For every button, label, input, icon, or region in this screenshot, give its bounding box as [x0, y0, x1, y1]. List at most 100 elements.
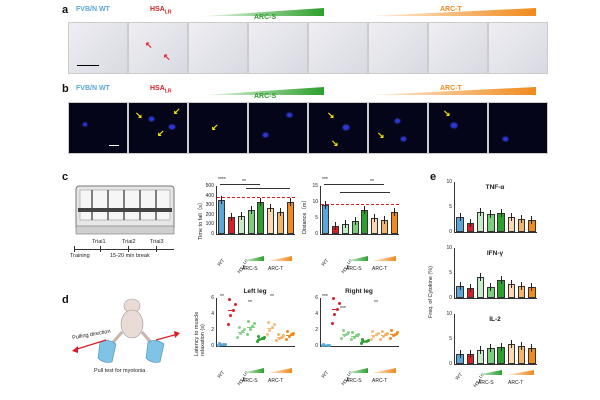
- error-bar: [240, 211, 242, 220]
- y-tick-label: 10: [446, 311, 452, 317]
- y-tick-label: 10: [312, 199, 318, 205]
- fluo-tile-wt: [68, 102, 128, 154]
- scatter-point: [381, 334, 385, 338]
- scatter-point: [221, 342, 225, 346]
- error-bar: [231, 213, 233, 222]
- header-hsa: HSALR: [150, 6, 172, 16]
- y-tick-label: 0: [449, 361, 452, 367]
- x-label-arct: ARC-T: [372, 378, 388, 384]
- error-bar: [250, 206, 252, 214]
- error-bar: [270, 204, 272, 213]
- x-label-arct: ARC-T: [268, 266, 284, 272]
- ifn-title: IFN-γ: [486, 250, 504, 257]
- histo-tile-arcs-1: [188, 22, 248, 74]
- header-arcs-b: ARC-S: [254, 93, 277, 100]
- scatter-point: [355, 334, 359, 338]
- scatter-point: [251, 325, 255, 329]
- scatter-point: [370, 329, 374, 333]
- training-label: Training: [70, 253, 90, 259]
- error-bar: [490, 283, 492, 291]
- scatter-point: [255, 340, 259, 344]
- error-bar: [531, 215, 533, 224]
- bar-arc-s-3: [257, 202, 265, 234]
- y-tick-label: 5: [449, 204, 452, 210]
- scatter-point: [227, 297, 231, 301]
- error-bar: [480, 346, 482, 354]
- break-label: 15-20 min break: [110, 253, 150, 259]
- error-bar: [364, 206, 366, 214]
- scatter-point: [352, 335, 356, 339]
- sig-marker: ***: [322, 177, 328, 183]
- scatter-point: [366, 338, 370, 342]
- scatter-point: [340, 337, 344, 341]
- plot-area: 0 5 10: [446, 245, 537, 301]
- chart-ifn: IFN-γ 0 5 10: [440, 245, 537, 302]
- plot-area: 0 5 10: [446, 311, 537, 367]
- error-bar: [521, 282, 523, 290]
- scatter-point: [258, 338, 262, 342]
- scatter-point: [247, 319, 251, 323]
- bar-wt: [218, 200, 226, 234]
- x-label-wt: WT: [320, 370, 331, 380]
- arcs-gradient-wedge-b: [204, 83, 324, 95]
- histo-tile-arct-3: [488, 22, 548, 74]
- error-bar: [393, 207, 395, 216]
- y-tick-label: 200: [205, 211, 214, 218]
- wt-reference-line: [321, 204, 399, 205]
- arct-gradient-wedge-b: [370, 83, 536, 95]
- rotarod-apparatus-illustration: [70, 180, 180, 240]
- scatter-point: [369, 337, 373, 341]
- scatter-point: [275, 339, 279, 343]
- error-bar: [490, 210, 492, 218]
- error-bar: [500, 343, 502, 351]
- arcs-gradient-wedge: [204, 4, 324, 16]
- scatter-point: [223, 342, 227, 346]
- chart-left-leg-xlabels: WT HSALR ARC-S ARC-T: [196, 364, 296, 394]
- y-tick-label: 10: [446, 179, 452, 185]
- scatter-point: [390, 328, 394, 332]
- x-label-arcs: ARC-S: [346, 266, 362, 272]
- error-bar: [459, 350, 461, 358]
- y-tick-label: 15: [312, 183, 318, 189]
- fluo-tile-arct-3: [488, 102, 548, 154]
- y-tick-label: 6: [315, 295, 318, 301]
- sig-marker: ***: [322, 294, 328, 300]
- error-bar: [500, 209, 502, 217]
- bar-arc-t-3: [286, 202, 294, 234]
- error-bar: [521, 342, 523, 350]
- chart-il2: IL-2 0 5 10: [440, 311, 537, 368]
- scatter-point: [394, 332, 398, 336]
- error-bar: [354, 217, 356, 226]
- sig-marker: ****: [218, 177, 226, 183]
- sig-marker: **: [374, 300, 378, 306]
- header-arct-a: ARC-T: [440, 6, 462, 13]
- plot-area: 0 2 4 6: [211, 295, 296, 349]
- scatter-point: [265, 333, 269, 337]
- left-leg-title: Left leg: [243, 288, 267, 295]
- panel-label-b: b: [62, 83, 69, 95]
- yellow-arrow-icon: ↘: [331, 138, 339, 148]
- scatter-point: [243, 327, 247, 331]
- x-label-arcs: ARC-S: [478, 380, 494, 386]
- chart-right-leg-xlabels: WT HSALR ARC-S ARC-T: [300, 364, 400, 394]
- sig-marker: **: [248, 300, 252, 306]
- yellow-arrow-icon: ↙: [157, 128, 165, 138]
- scatter-point: [233, 303, 237, 307]
- y-tick-label: 0: [211, 343, 214, 349]
- arct-gradient-wedge: [370, 4, 536, 16]
- error-bar: [260, 198, 262, 207]
- scatter-point: [364, 339, 368, 343]
- fluo-tile-arcs-2: [248, 102, 308, 154]
- error-bar: [480, 273, 482, 281]
- error-bar: [490, 343, 492, 352]
- header-wt-b: FVB/N WT: [76, 85, 110, 92]
- error-bar: [531, 282, 533, 291]
- tnf-title: TNF-α: [485, 184, 505, 191]
- scatter-point: [238, 332, 242, 336]
- scatter-point: [323, 343, 327, 347]
- scatter-point: [237, 325, 241, 329]
- yellow-arrow-icon: ↘: [377, 130, 385, 140]
- y-tick-label: 6: [211, 295, 214, 301]
- panel-label-c: c: [62, 171, 69, 183]
- scatter-point: [262, 336, 266, 340]
